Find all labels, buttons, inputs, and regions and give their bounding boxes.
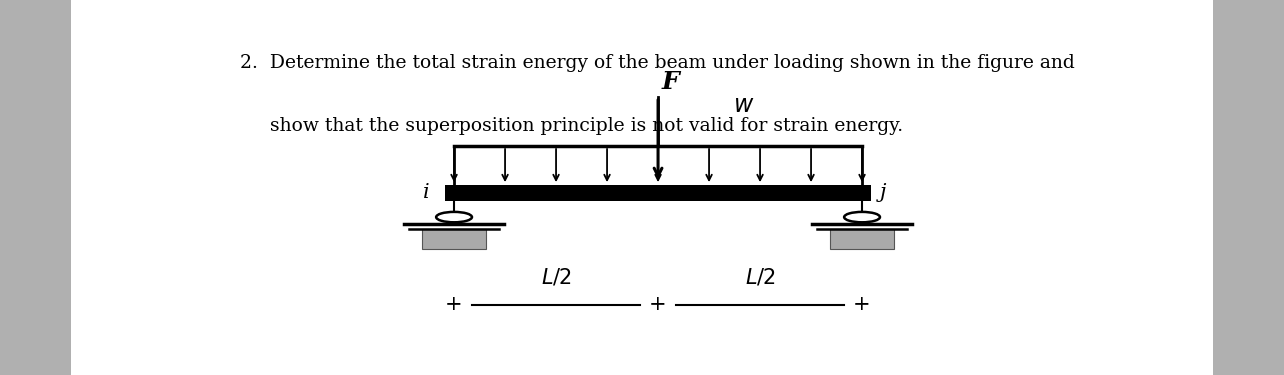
Text: $L/2$: $L/2$ bbox=[541, 267, 571, 288]
Text: 2.  Determine the total strain energy of the beam under loading shown in the fig: 2. Determine the total strain energy of … bbox=[240, 54, 1075, 72]
Text: show that the superposition principle is not valid for strain energy.: show that the superposition principle is… bbox=[240, 117, 903, 135]
Bar bbox=[446, 185, 464, 201]
Text: $w$: $w$ bbox=[733, 94, 754, 117]
Bar bbox=[421, 229, 487, 249]
Bar bbox=[829, 229, 895, 249]
Text: j: j bbox=[880, 183, 886, 203]
Circle shape bbox=[437, 212, 473, 222]
Bar bbox=[455, 185, 862, 201]
Text: +: + bbox=[650, 296, 666, 314]
Bar bbox=[853, 185, 871, 201]
Text: F: F bbox=[663, 70, 679, 94]
Text: +: + bbox=[446, 296, 462, 314]
Text: i: i bbox=[422, 183, 429, 203]
Text: +: + bbox=[854, 296, 871, 314]
Circle shape bbox=[844, 212, 880, 222]
Text: $L/2$: $L/2$ bbox=[745, 267, 776, 288]
